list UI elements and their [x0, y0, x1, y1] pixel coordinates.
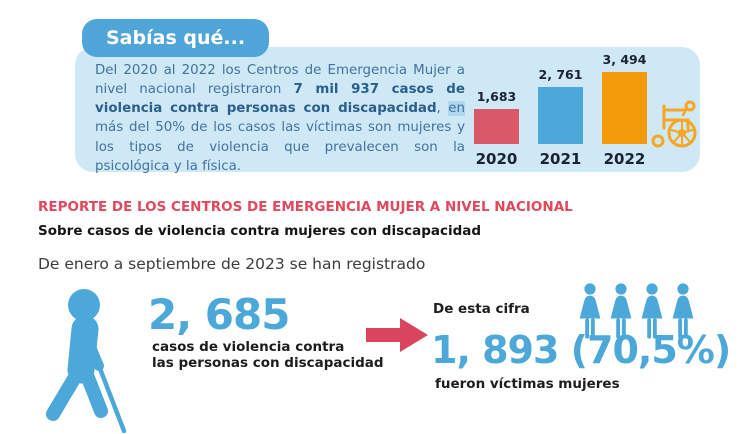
bar-column-2021: 2, 761 2021 — [537, 67, 584, 168]
total-caption-line2: las personas con discapacidad — [152, 355, 384, 372]
paragraph-segment-bold: 7 mil 937 casos de violencia contra pers… — [95, 82, 465, 117]
paragraph-segment: más del 50% de los casos las víctimas so… — [95, 120, 465, 174]
bar — [602, 72, 647, 144]
woman-icon — [579, 283, 601, 339]
person-with-cane-icon — [34, 287, 146, 434]
report-title: REPORTE DE LOS CENTROS DE EMERGENCIA MUJ… — [38, 199, 573, 215]
sabias-que-badge: Sabías qué... — [82, 19, 270, 57]
bar-column-2022: 3, 494 2022 — [601, 52, 648, 168]
bar — [474, 109, 519, 144]
bar-year-label: 2020 — [475, 150, 518, 168]
total-caption-line1: casos de violencia contra — [152, 339, 345, 355]
bar-value-label: 3, 494 — [602, 52, 647, 67]
badge-label: Sabías qué... — [106, 27, 246, 49]
woman-icon — [672, 283, 694, 339]
women-victims-number: 1, 893 (70,5%) — [431, 328, 731, 372]
annual-cases-bar-chart: 1,683 2020 2, 761 2021 3, 494 2022 — [473, 52, 648, 168]
report-subtitle: Sobre casos de violencia contra mujeres … — [38, 223, 482, 239]
total-cases-caption: casos de violencia contra las personas c… — [152, 339, 384, 372]
arrow-right-icon — [366, 317, 428, 357]
paragraph-segment: , — [436, 101, 449, 117]
paragraph-segment: Del 2020 al 2022 los Centros de Emergenc… — [95, 63, 465, 98]
women-stat-lead: De esta cifra — [433, 301, 530, 317]
intro-text: De enero a septiembre de 2023 se han reg… — [38, 255, 426, 273]
paragraph-segment-highlighted: en — [448, 101, 465, 117]
bar-column-2020: 1,683 2020 — [473, 89, 520, 168]
wheelchair-icon — [649, 97, 701, 155]
woman-icon — [641, 283, 663, 339]
bar-year-label: 2021 — [539, 150, 582, 168]
bar-year-label: 2022 — [603, 150, 646, 168]
bar-value-label: 1,683 — [476, 89, 517, 104]
total-cases-number: 2, 685 — [148, 290, 290, 339]
hero-panel: Del 2020 al 2022 los Centros de Emergenc… — [75, 47, 701, 174]
hero-paragraph: Del 2020 al 2022 los Centros de Emergenc… — [95, 61, 465, 176]
women-icons-row — [577, 283, 696, 340]
women-victims-caption: fueron víctimas mujeres — [435, 376, 620, 392]
bar-value-label: 2, 761 — [538, 67, 583, 82]
bar — [538, 87, 583, 144]
woman-icon — [610, 283, 632, 339]
